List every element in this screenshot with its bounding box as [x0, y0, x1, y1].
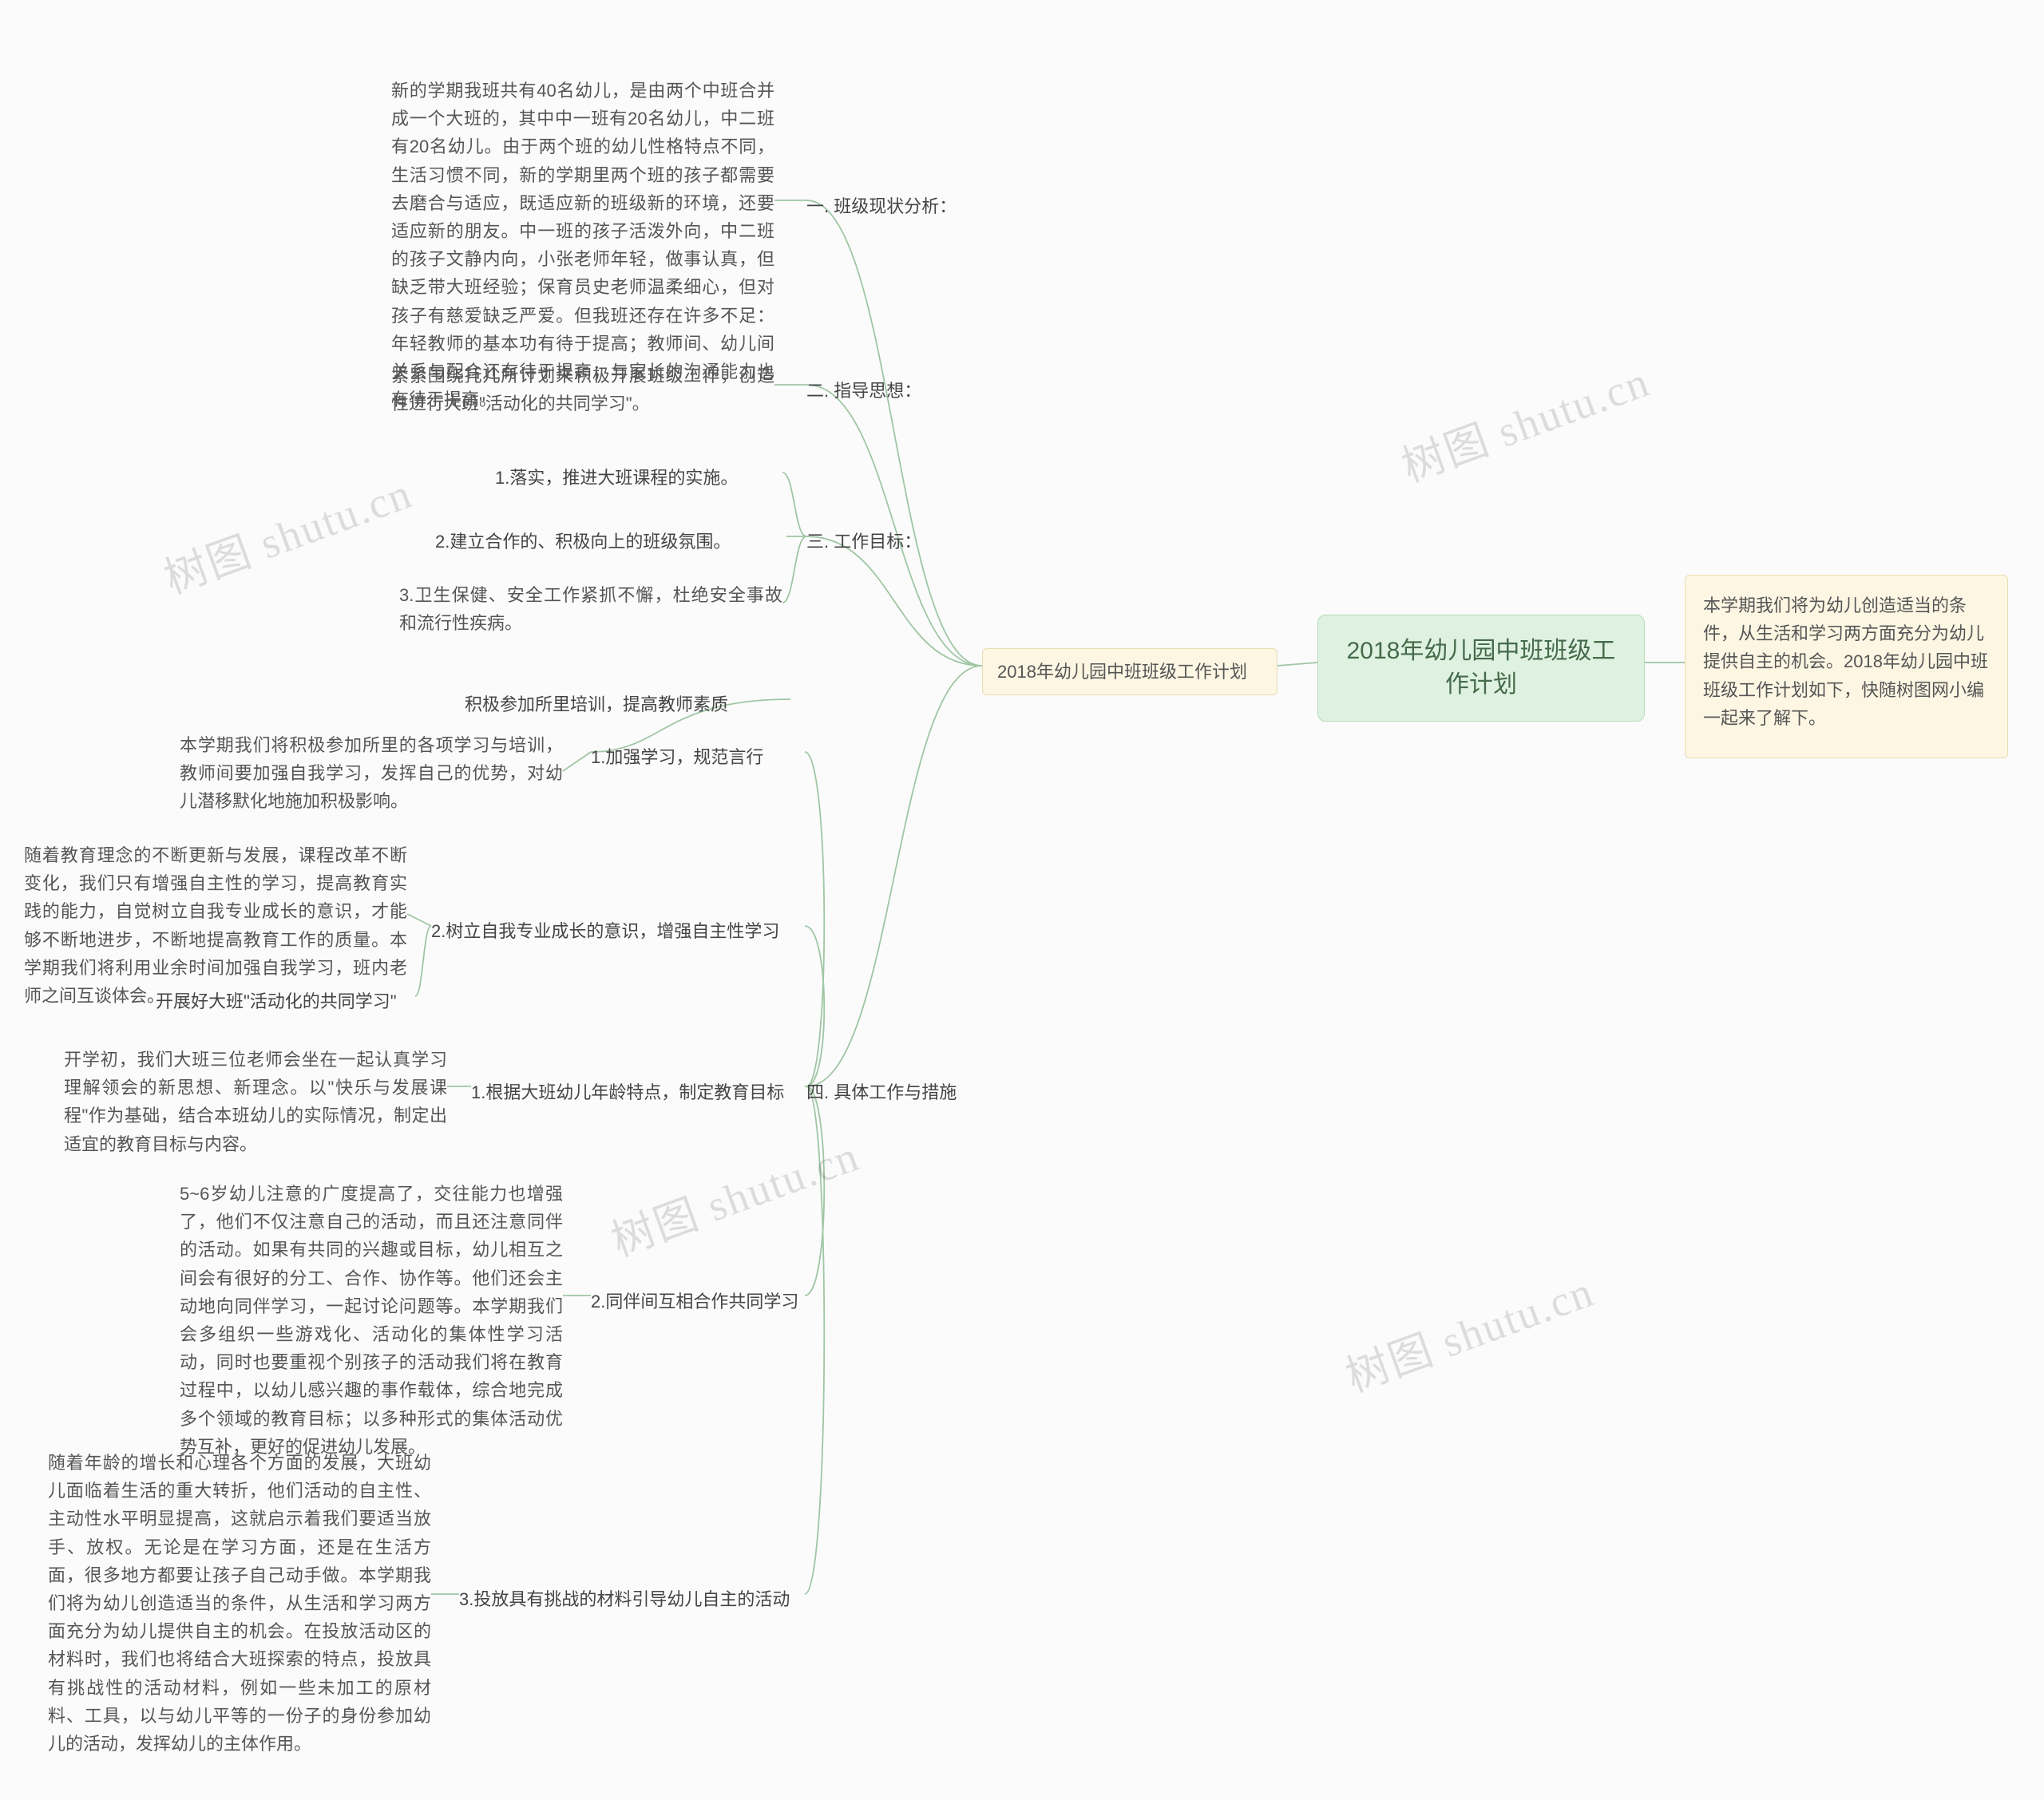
- section-2-paragraph: 紧紧围绕托儿所计划来积极开展班级工作，创造性进行大班"活动化的共同学习"。: [391, 362, 774, 417]
- section-3-item-1: 1.落实，推进大班课程的实施。: [495, 463, 782, 494]
- s4-child-2-sub: 开展好大班"活动化的共同学习": [156, 987, 415, 1018]
- subtitle-box: 2018年幼儿园中班班级工作计划: [982, 648, 1278, 695]
- s4-child-1-label: 1.加强学习，规范言行: [591, 742, 806, 773]
- section-1-label: 一. 班级现状分析：: [806, 192, 974, 223]
- section-4-label: 四. 具体工作与措施: [806, 1078, 990, 1109]
- s4-child-2-label: 2.树立自我专业成长的意识，增强自主性学习: [431, 916, 806, 947]
- watermark: 树图 shutu.cn: [1336, 1256, 1601, 1404]
- s4-child-5-paragraph: 随着年龄的增长和心理各个方面的发展，大班幼儿面临着生活的重大转折，他们活动的自主…: [48, 1449, 431, 1758]
- s4-child-2-paragraph: 随着教育理念的不断更新与发展，课程改革不断变化，我们只有增强自主性的学习，提高教…: [24, 841, 407, 1010]
- section-3-item-3: 3.卫生保健、安全工作紧抓不懈，杜绝安全事故和流行性疾病。: [399, 581, 782, 637]
- s4-child-1-paragraph: 本学期我们将积极参加所里的各项学习与培训，教师间要加强自我学习，发挥自己的优势，…: [180, 731, 563, 816]
- section-2-label: 二. 指导思想：: [806, 376, 974, 407]
- s4-child-4-paragraph: 5~6岁幼儿注意的广度提高了，交往能力也增强了，他们不仅注意自己的活动，而且还注…: [180, 1180, 563, 1461]
- s4-child-1-sub: 积极参加所里培训，提高教师素质: [465, 690, 788, 721]
- mindmap-stage: 2018年幼儿园中班班级工作计划 本学期我们将为幼儿创造适当的条件，从生活和学习…: [0, 0, 2044, 1800]
- s4-child-3-label: 1.根据大班幼儿年龄特点，制定教育目标: [471, 1078, 806, 1109]
- s4-child-3-paragraph: 开学初，我们大班三位老师会坐在一起认真学习理解领会的新思想、新理念。以"快乐与发…: [64, 1046, 447, 1158]
- watermark: 树图 shutu.cn: [1392, 346, 1657, 494]
- intro-box: 本学期我们将为幼儿创造适当的条件，从生活和学习两方面充分为幼儿提供自主的机会。2…: [1685, 575, 2008, 758]
- s4-child-4-label: 2.同伴间互相合作共同学习: [591, 1287, 806, 1318]
- s4-child-5-label: 3.投放具有挑战的材料引导幼儿自主的活动: [459, 1584, 806, 1616]
- section-3-label: 三. 工作目标：: [806, 527, 974, 558]
- section-3-item-2: 2.建立合作的、积极向上的班级氛围。: [435, 527, 786, 558]
- root-node: 2018年幼儿园中班班级工作计划: [1317, 615, 1645, 722]
- watermark: 树图 shutu.cn: [601, 1121, 866, 1268]
- watermark: 树图 shutu.cn: [154, 458, 419, 606]
